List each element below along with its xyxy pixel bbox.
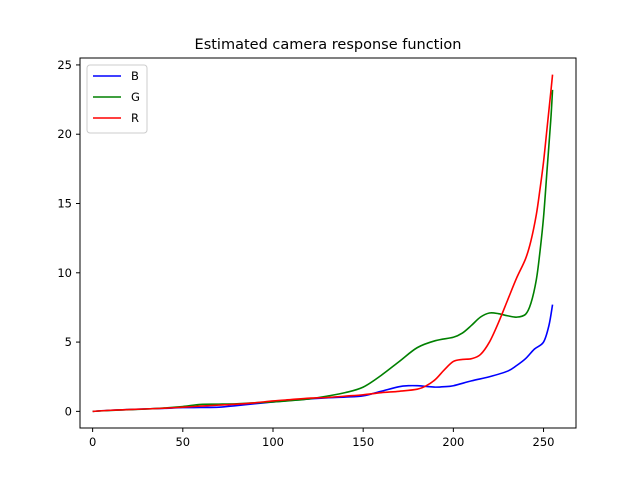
legend-label-G: G: [131, 90, 140, 104]
plot-frame: [79, 57, 577, 429]
y-tick-label: 5: [65, 335, 72, 349]
legend-label-R: R: [131, 111, 139, 125]
legend-box: [86, 64, 148, 134]
series-line-R: [92, 74, 554, 413]
x-axis: 0 50 100 150 200 250: [89, 428, 555, 449]
chart-title: Estimated camera response function: [195, 37, 462, 53]
x-tick-label: 200: [442, 435, 464, 449]
y-tick-label: 15: [57, 197, 72, 211]
y-tick-label: 10: [57, 266, 72, 280]
y-tick-label: 0: [65, 404, 72, 418]
y-axis: 0 5 10 15 20 25: [57, 58, 80, 418]
x-tick-label: 250: [533, 435, 555, 449]
x-tick-label: 0: [89, 435, 96, 449]
legend: BGR: [86, 64, 148, 134]
y-tick-label: 25: [57, 58, 72, 72]
series-line-B: [92, 304, 554, 413]
series-line-G: [92, 89, 554, 413]
x-tick-label: 100: [262, 435, 284, 449]
x-tick-label: 150: [352, 435, 374, 449]
x-tick-label: 50: [175, 435, 190, 449]
legend-label-B: B: [131, 69, 139, 83]
plot-lines: [92, 74, 554, 413]
y-tick-label: 20: [57, 127, 72, 141]
